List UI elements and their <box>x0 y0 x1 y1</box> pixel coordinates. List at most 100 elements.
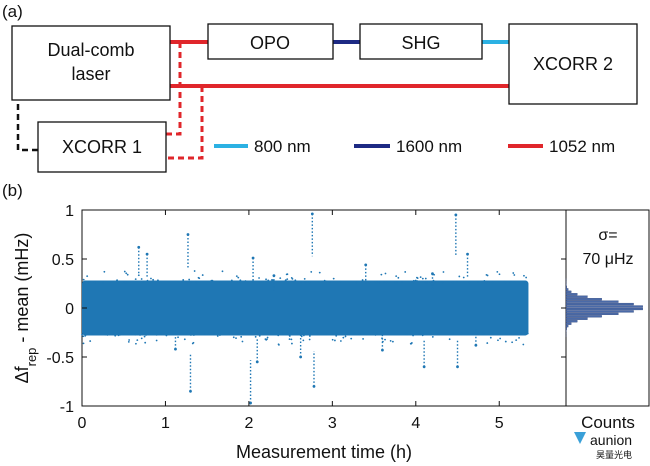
data-point <box>310 271 313 273</box>
data-point <box>412 334 414 337</box>
spike-point <box>189 389 192 393</box>
data-point <box>294 279 297 282</box>
data-point <box>308 333 311 335</box>
data-point <box>81 333 83 336</box>
laser-label-2: laser <box>71 64 110 84</box>
legend-label-800: 800 nm <box>254 137 311 156</box>
data-point <box>378 281 381 284</box>
data-point <box>136 332 139 335</box>
data-point <box>140 337 143 340</box>
data-point <box>396 281 398 284</box>
data-point <box>491 281 494 284</box>
shg-block <box>359 23 483 60</box>
panel-b-label: (b) <box>2 181 23 200</box>
data-point <box>288 335 291 337</box>
data-point <box>293 281 296 284</box>
y-axis-label-sub: rep <box>24 348 39 367</box>
data-point <box>271 279 274 282</box>
data-point <box>277 334 280 337</box>
data-point <box>374 334 377 336</box>
laser-label-1: Dual-comb <box>47 40 134 60</box>
data-point <box>155 339 158 342</box>
data-point <box>237 276 240 279</box>
data-point <box>308 281 311 284</box>
data-point <box>131 332 134 335</box>
y-tick-label: -1 <box>60 399 74 416</box>
data-point <box>358 333 361 336</box>
spike-point <box>431 272 434 276</box>
spike-point <box>255 360 259 364</box>
data-point <box>304 281 307 284</box>
data-point <box>144 341 147 344</box>
data-point <box>385 281 388 284</box>
data-point <box>116 279 118 282</box>
watermark: aunion 昊量光电 <box>574 432 632 460</box>
histogram-bar <box>565 317 588 320</box>
histogram-bars <box>565 278 643 338</box>
data-point <box>258 277 260 279</box>
spike-point <box>249 401 252 405</box>
data-point <box>106 334 109 336</box>
data-point <box>419 276 422 279</box>
data-point <box>126 273 129 276</box>
data-point <box>160 332 162 335</box>
data-point <box>266 336 269 339</box>
spike-point <box>251 256 255 260</box>
data-point <box>376 281 378 284</box>
data-point <box>466 332 469 335</box>
data-point <box>193 270 196 272</box>
y-tick-label: 1 <box>65 203 74 220</box>
histogram-bar <box>565 302 634 306</box>
data-point <box>122 332 125 335</box>
data-point <box>210 279 213 282</box>
data-point <box>298 332 301 335</box>
histogram-bar <box>565 320 578 323</box>
data-point <box>302 334 305 337</box>
data-point <box>451 281 454 284</box>
data-point <box>423 332 426 335</box>
data-point <box>497 339 499 342</box>
spike-point <box>174 347 177 351</box>
spike-point <box>422 365 426 369</box>
xcorr1-label: XCORR 1 <box>62 137 142 157</box>
data-point <box>448 338 451 341</box>
x-tick-label: 4 <box>411 415 420 432</box>
data-point <box>103 270 106 273</box>
data-point <box>513 274 516 276</box>
data-point <box>216 335 219 337</box>
data-point <box>368 281 371 284</box>
data-point <box>522 343 525 346</box>
spike-point <box>272 274 276 278</box>
data-point <box>118 332 120 335</box>
data-point <box>477 332 480 335</box>
counts-label: Counts <box>581 413 635 432</box>
histogram-bar <box>565 312 619 315</box>
data-point <box>207 333 210 336</box>
data-point <box>342 336 345 339</box>
data-point <box>291 342 293 345</box>
data-point <box>186 281 189 284</box>
data-point <box>458 275 461 278</box>
data-point <box>244 280 247 282</box>
data-point <box>89 340 92 342</box>
data-point <box>237 281 240 284</box>
data-point <box>518 336 520 339</box>
data-point <box>182 278 185 281</box>
data-point <box>496 270 499 273</box>
data-point <box>503 280 506 283</box>
data-point <box>288 338 291 340</box>
spike-point <box>364 263 368 267</box>
data-point <box>328 280 331 283</box>
data-point <box>414 279 417 282</box>
data-point <box>185 281 187 284</box>
data-point <box>404 332 407 335</box>
data-point <box>406 333 408 336</box>
data-point <box>523 274 525 277</box>
data-point <box>140 281 143 284</box>
data-point <box>323 279 326 282</box>
data-point <box>127 332 130 335</box>
xcorr1-block <box>37 121 167 173</box>
spike-point <box>186 233 190 236</box>
legend-label-1052: 1052 nm <box>549 137 615 156</box>
x-tick-label: 5 <box>495 415 504 432</box>
